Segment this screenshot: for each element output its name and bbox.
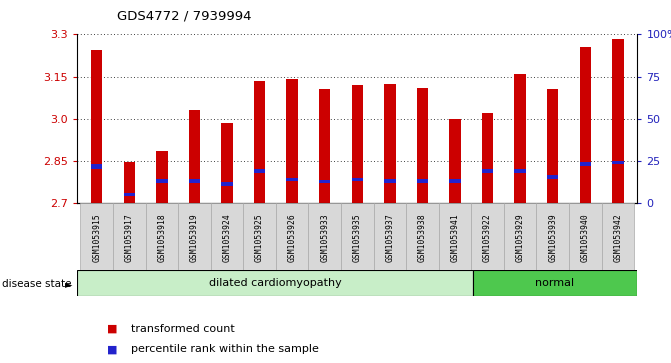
Bar: [221, 183, 233, 186]
Bar: [417, 179, 428, 183]
Text: GSM1053925: GSM1053925: [255, 213, 264, 262]
Bar: [612, 160, 623, 164]
Text: GSM1053940: GSM1053940: [581, 213, 590, 262]
Bar: [189, 110, 200, 203]
FancyBboxPatch shape: [81, 203, 113, 270]
FancyBboxPatch shape: [374, 203, 406, 270]
FancyBboxPatch shape: [244, 203, 276, 270]
Bar: [319, 89, 330, 203]
Bar: [450, 179, 461, 183]
Text: GSM1053915: GSM1053915: [92, 213, 101, 262]
FancyBboxPatch shape: [472, 270, 637, 296]
Text: GSM1053941: GSM1053941: [450, 213, 460, 262]
FancyBboxPatch shape: [537, 203, 569, 270]
Bar: [580, 162, 591, 166]
FancyBboxPatch shape: [406, 203, 439, 270]
Bar: [91, 164, 103, 169]
FancyBboxPatch shape: [113, 203, 146, 270]
Bar: [417, 88, 428, 203]
FancyBboxPatch shape: [504, 203, 537, 270]
Text: ■: ■: [107, 344, 118, 354]
FancyBboxPatch shape: [178, 203, 211, 270]
Text: GSM1053942: GSM1053942: [613, 213, 623, 262]
Bar: [287, 79, 298, 203]
Text: GDS4772 / 7939994: GDS4772 / 7939994: [117, 9, 252, 22]
Bar: [547, 175, 558, 179]
Text: GSM1053939: GSM1053939: [548, 213, 557, 262]
Text: dilated cardiomyopathy: dilated cardiomyopathy: [209, 278, 342, 288]
Bar: [482, 113, 493, 203]
Bar: [612, 39, 623, 203]
Bar: [287, 178, 298, 182]
FancyBboxPatch shape: [471, 203, 504, 270]
Text: percentile rank within the sample: percentile rank within the sample: [131, 344, 319, 354]
Bar: [384, 84, 396, 203]
FancyBboxPatch shape: [341, 203, 374, 270]
Bar: [156, 151, 168, 203]
Bar: [123, 163, 135, 203]
FancyBboxPatch shape: [602, 203, 634, 270]
Bar: [450, 119, 461, 203]
FancyBboxPatch shape: [146, 203, 178, 270]
FancyBboxPatch shape: [569, 203, 602, 270]
Bar: [156, 179, 168, 183]
Text: GSM1053935: GSM1053935: [353, 213, 362, 262]
Bar: [547, 89, 558, 203]
Bar: [254, 169, 265, 173]
Text: GSM1053929: GSM1053929: [516, 213, 525, 262]
Bar: [319, 180, 330, 183]
FancyBboxPatch shape: [309, 203, 341, 270]
Text: GSM1053937: GSM1053937: [385, 213, 395, 262]
Bar: [515, 74, 526, 203]
Bar: [189, 179, 200, 183]
Text: GSM1053926: GSM1053926: [288, 213, 297, 262]
Text: GSM1053919: GSM1053919: [190, 213, 199, 262]
Bar: [580, 47, 591, 203]
Text: GSM1053924: GSM1053924: [223, 213, 231, 262]
FancyBboxPatch shape: [211, 203, 244, 270]
Text: GSM1053933: GSM1053933: [320, 213, 329, 262]
Text: ■: ■: [107, 323, 118, 334]
Text: normal: normal: [535, 278, 574, 288]
Bar: [515, 169, 526, 173]
Bar: [123, 193, 135, 196]
Text: GSM1053938: GSM1053938: [418, 213, 427, 262]
Text: ►: ►: [65, 279, 72, 289]
Bar: [221, 123, 233, 203]
Text: transformed count: transformed count: [131, 323, 235, 334]
FancyBboxPatch shape: [439, 203, 471, 270]
Text: GSM1053918: GSM1053918: [158, 213, 166, 262]
Bar: [254, 81, 265, 203]
Bar: [384, 179, 396, 183]
Bar: [482, 169, 493, 173]
Bar: [91, 50, 103, 203]
Bar: [352, 178, 363, 182]
FancyBboxPatch shape: [276, 203, 309, 270]
FancyBboxPatch shape: [77, 270, 472, 296]
Text: GSM1053917: GSM1053917: [125, 213, 134, 262]
Text: disease state: disease state: [2, 279, 72, 289]
Bar: [352, 85, 363, 203]
Text: GSM1053922: GSM1053922: [483, 213, 492, 262]
